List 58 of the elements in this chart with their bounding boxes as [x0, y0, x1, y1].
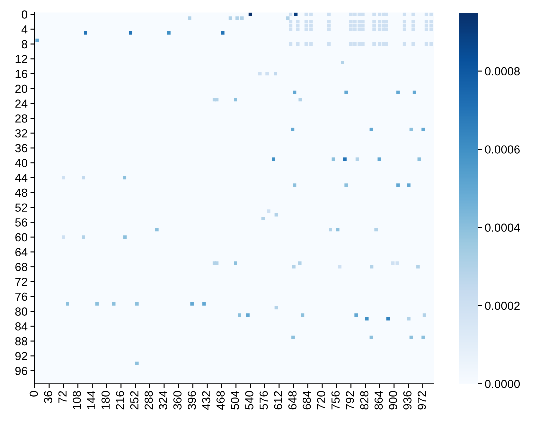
y-tick-label: 88: [16, 337, 28, 346]
x-tick-label: 720: [317, 391, 326, 410]
x-tick-label: 252: [130, 391, 139, 410]
x-tick-label: 648: [288, 391, 297, 410]
x-tick-label: 180: [102, 391, 110, 410]
color-bar-label: 0.0006: [485, 146, 520, 154]
x-tick-label: 72: [58, 391, 67, 404]
x-tick-label: 324: [159, 391, 168, 410]
y-tick-label: 72: [16, 278, 28, 286]
y-tick-label: 92: [16, 352, 28, 360]
x-tick-label: 540: [245, 391, 254, 410]
y-tick-label: 12: [16, 55, 28, 64]
y-tick-label: 0: [22, 10, 28, 19]
x-tick-label: 684: [302, 391, 312, 410]
y-tick-label: 40: [15, 159, 28, 168]
x-tick-label: 900: [389, 391, 398, 410]
y-tick-label: 80: [16, 308, 28, 316]
y-tick-label: 16: [16, 70, 28, 78]
y-tick-label: 4: [22, 26, 28, 34]
y-tick-label: 84: [16, 322, 28, 331]
y-tick-label: 68: [16, 263, 28, 272]
color-bar-label: 0.0000: [485, 380, 520, 388]
color-bar-label: 0.0002: [485, 302, 520, 310]
x-tick-label: 936: [404, 391, 412, 410]
x-tick-label: 288: [144, 391, 154, 410]
x-tick-label: 396: [188, 391, 196, 410]
x-tick-label: 576: [260, 391, 268, 410]
y-tick-label: 52: [15, 204, 28, 212]
color-bar-label: 0.0004: [485, 224, 520, 232]
y-tick-label: 48: [15, 188, 28, 198]
x-tick-label: 144: [87, 391, 96, 410]
y-tick-label: 76: [16, 292, 28, 302]
y-tick-label: 64: [16, 248, 28, 257]
y-tick-label: 56: [15, 218, 28, 227]
y-tick-label: 44: [15, 174, 28, 182]
y-tick-label: 32: [15, 129, 28, 138]
x-tick-label: 972: [418, 391, 426, 410]
x-tick-label: 432: [202, 391, 211, 410]
x-tick-label: 0: [30, 391, 38, 397]
x-tick-label: 756: [332, 391, 340, 410]
y-tick-label: 20: [16, 84, 28, 94]
x-tick-label: 216: [116, 391, 124, 410]
x-tick-label: 36: [44, 391, 53, 404]
y-tick-label: 24: [16, 100, 28, 108]
y-tick-label: 96: [16, 367, 28, 376]
x-tick-label: 828: [360, 391, 369, 410]
y-tick-label: 28: [16, 114, 28, 123]
x-tick-label: 792: [346, 391, 354, 410]
y-tick-label: 36: [15, 144, 28, 153]
x-tick-label: 468: [216, 391, 225, 410]
y-tick-label: 8: [22, 40, 28, 49]
x-tick-label: 864: [374, 391, 384, 410]
x-tick-label: 360: [174, 391, 182, 410]
color-bar-label: 0.0008: [485, 67, 520, 76]
y-tick-label: 60: [16, 233, 28, 242]
x-tick-label: 108: [72, 391, 82, 410]
x-tick-label: 612: [274, 391, 282, 410]
x-tick-label: 504: [231, 391, 240, 410]
